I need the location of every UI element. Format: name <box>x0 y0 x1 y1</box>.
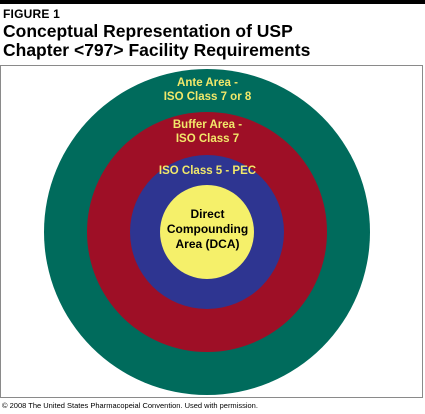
top-rule <box>0 0 425 4</box>
ante-area-label: Ante Area - ISO Class 7 or 8 <box>1 76 414 104</box>
buffer-area-label: Buffer Area - ISO Class 7 <box>1 118 414 146</box>
dca-label-line-2: Compounding <box>166 222 249 236</box>
figure-label: FIGURE 1 <box>3 7 60 21</box>
dca-label-line-1: Direct <box>190 207 225 221</box>
dca-circle <box>160 185 254 279</box>
ante-area-label-line-1: Ante Area - <box>177 77 238 89</box>
iso-class-5-label-line-1: ISO Class 5 - PEC <box>158 165 257 177</box>
dca-label-line-3: Area (DCA) <box>175 237 240 251</box>
ante-area-label-line-2: ISO Class 7 or 8 <box>163 91 252 103</box>
diagram-panel: Ante Area - ISO Class 7 or 8 Buffer Area… <box>0 65 423 398</box>
figure-title-line-1: Conceptual Representation of USP <box>3 21 293 41</box>
figure-title: Conceptual Representation of USP Chapter… <box>3 22 423 60</box>
iso-class-5-label: ISO Class 5 - PEC <box>1 164 414 178</box>
buffer-area-label-line-1: Buffer Area - <box>172 119 243 131</box>
copyright-credit: © 2008 The United States Pharmacopeial C… <box>2 401 258 410</box>
buffer-area-label-line-2: ISO Class 7 <box>175 133 240 145</box>
figure-title-line-2: Chapter <797> Facility Requirements <box>3 40 311 60</box>
dca-label: Direct Compounding Area (DCA) <box>1 207 414 252</box>
